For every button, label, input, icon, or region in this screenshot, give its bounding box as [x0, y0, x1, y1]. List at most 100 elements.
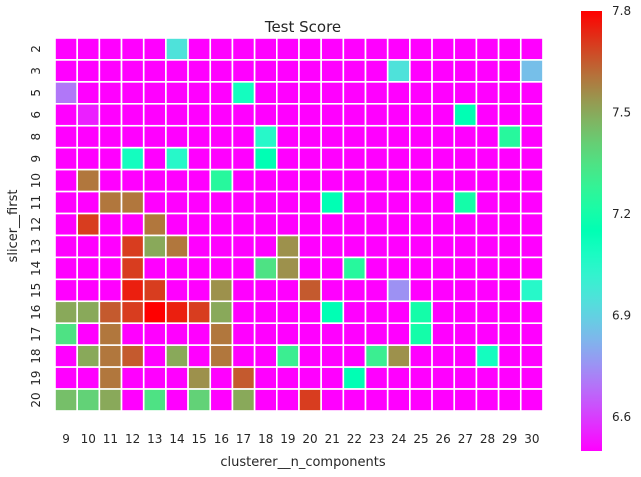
heatmap-cell [298, 59, 322, 83]
heatmap-cell [253, 124, 278, 149]
heatmap-cell [76, 81, 101, 105]
heatmap-cell [142, 103, 167, 127]
heatmap-cell [364, 300, 389, 325]
heatmap-cell [342, 190, 367, 215]
heatmap-cell [298, 103, 322, 127]
heatmap-cell [275, 124, 300, 149]
x-tick-label: 26 [436, 432, 451, 446]
heatmap-cell [386, 103, 411, 127]
x-tick-label: 27 [458, 432, 473, 446]
heatmap-cell [364, 212, 389, 237]
heatmap-cell [231, 300, 256, 325]
heatmap-cell [76, 212, 101, 237]
heatmap-cell [165, 146, 189, 171]
heatmap-cell [519, 388, 544, 412]
heatmap-cell [231, 146, 256, 171]
heatmap-cell [386, 366, 411, 390]
heatmap-cell [298, 212, 322, 237]
heatmap-cell [453, 344, 478, 368]
heatmap-cell [386, 81, 411, 105]
heatmap-cell [497, 81, 522, 105]
heatmap-cell [453, 278, 478, 303]
heatmap-cell [298, 300, 322, 325]
heatmap-cell [187, 344, 212, 368]
y-tick-label: 10 [29, 173, 43, 188]
heatmap-cell [497, 103, 522, 127]
heatmap-cell [386, 322, 411, 346]
heatmap-cell [120, 212, 145, 237]
y-tick-label: 2 [29, 45, 43, 53]
heatmap-cell [120, 124, 145, 149]
heatmap-cell [209, 212, 234, 237]
heatmap-cell [76, 37, 101, 61]
heatmap-cell [320, 103, 345, 127]
heatmap-cell [98, 81, 123, 105]
heatmap-cell [142, 212, 167, 237]
heatmap-cell [519, 190, 544, 215]
heatmap-cell [431, 59, 456, 83]
heatmap-cell [431, 278, 456, 303]
heatmap-cell [298, 234, 322, 259]
heatmap-cell [364, 81, 389, 105]
heatmap-cell [187, 256, 212, 281]
heatmap-cell [431, 168, 456, 193]
heatmap-cell [76, 322, 101, 346]
heatmap-cell [386, 234, 411, 259]
heatmap-cell [386, 168, 411, 193]
colorbar-tick-label: 6.9 [612, 309, 631, 323]
heatmap-cell [519, 59, 544, 83]
heatmap-cell [519, 234, 544, 259]
heatmap-cell [142, 278, 167, 303]
heatmap-cell [431, 256, 456, 281]
heatmap-cell [475, 388, 500, 412]
heatmap-cell [231, 168, 256, 193]
heatmap-cell [475, 322, 500, 346]
colorbar-tick-label: 7.2 [612, 207, 631, 221]
heatmap-cell [209, 37, 234, 61]
heatmap-cell [453, 256, 478, 281]
heatmap-cell [342, 81, 367, 105]
heatmap-cell [298, 190, 322, 215]
heatmap-cell [231, 322, 256, 346]
heatmap-cell [209, 256, 234, 281]
heatmap-cell [320, 278, 345, 303]
heatmap-cell [298, 37, 322, 61]
heatmap-cell [187, 146, 212, 171]
heatmap-cell [342, 146, 367, 171]
heatmap-cell [76, 190, 101, 215]
heatmap-cell [475, 59, 500, 83]
y-tick-label: 3 [29, 67, 43, 75]
heatmap-cell [120, 278, 145, 303]
heatmap-cell [142, 300, 167, 325]
heatmap-cell [342, 212, 367, 237]
x-tick-label: 25 [413, 432, 428, 446]
heatmap-cell [142, 256, 167, 281]
heatmap-cell [386, 278, 411, 303]
heatmap-cell [453, 234, 478, 259]
heatmap-cell [320, 212, 345, 237]
heatmap-cell [209, 278, 234, 303]
heatmap-cell [165, 103, 189, 127]
heatmap-cell [165, 322, 189, 346]
heatmap-cell [475, 344, 500, 368]
heatmap-cell [519, 322, 544, 346]
heatmap-cell [320, 190, 345, 215]
heatmap-cell [253, 234, 278, 259]
heatmap-cell [409, 234, 433, 259]
heatmap-cell [187, 190, 212, 215]
heatmap-cell [320, 322, 345, 346]
heatmap-cell [453, 59, 478, 83]
y-tick-label: 18 [29, 348, 43, 363]
heatmap-cell [165, 344, 189, 368]
heatmap-cell [187, 168, 212, 193]
heatmap-cell [231, 344, 256, 368]
heatmap-cell [165, 59, 189, 83]
heatmap-cell [342, 388, 367, 412]
heatmap-cell [431, 103, 456, 127]
heatmap-cell [120, 256, 145, 281]
heatmap-cell [231, 234, 256, 259]
heatmap-cell [475, 103, 500, 127]
heatmap-cell [120, 81, 145, 105]
heatmap-cell [364, 59, 389, 83]
heatmap-cell [187, 234, 212, 259]
